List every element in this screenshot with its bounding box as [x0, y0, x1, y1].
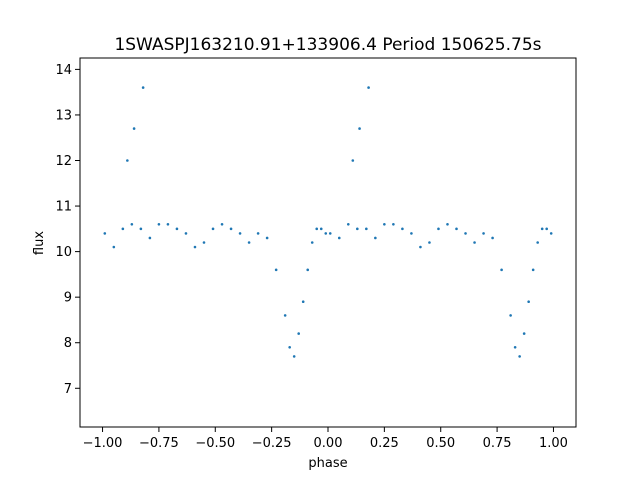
- data-point: [324, 232, 328, 235]
- data-point: [518, 355, 521, 358]
- plot-area: [79, 57, 577, 428]
- data-point: [446, 222, 449, 226]
- data-point: [132, 127, 136, 130]
- x-tick-label: 0.50: [426, 436, 455, 451]
- data-point: [351, 159, 355, 162]
- data-point: [220, 222, 224, 226]
- data-point: [121, 227, 125, 231]
- data-point: [473, 241, 476, 244]
- data-point: [527, 300, 530, 304]
- y-tick-label: 11: [55, 200, 72, 215]
- x-tick-label: −0.25: [252, 436, 292, 451]
- data-point: [315, 227, 319, 231]
- data-point: [513, 345, 517, 349]
- y-tick-label: 10: [55, 245, 72, 260]
- data-point: [130, 222, 134, 226]
- data-point: [229, 227, 233, 231]
- data-point: [288, 345, 291, 349]
- data-point: [292, 355, 296, 358]
- data-point: [157, 222, 161, 226]
- data-point: [367, 86, 370, 89]
- data-point: [540, 227, 544, 231]
- data-point: [193, 245, 197, 249]
- x-axis: −1.00 −0.75 −0.50 −0.25 0.00 0.25 0.50 0.75 1.00: [83, 427, 568, 451]
- x-tick-label: 0.25: [370, 436, 399, 451]
- data-point: [265, 236, 269, 240]
- data-point: [141, 86, 145, 89]
- data-point: [328, 232, 332, 235]
- data-point: [509, 314, 512, 317]
- data-point: [549, 232, 553, 235]
- chart-title: 1SWASPJ163210.91+133906.4 Period 150625.…: [114, 35, 541, 55]
- y-tick-label: 14: [55, 63, 72, 78]
- data-point: [346, 222, 350, 226]
- data-point: [139, 227, 143, 231]
- data-point: [166, 222, 170, 226]
- data-point: [103, 232, 107, 235]
- data-point: [358, 127, 361, 130]
- data-point: [283, 314, 287, 317]
- data-point: [112, 245, 116, 249]
- data-point: [410, 232, 413, 235]
- data-point: [310, 241, 314, 244]
- x-tick-label: −0.75: [139, 436, 179, 451]
- scatter-points: [103, 86, 553, 358]
- x-tick-label: −1.00: [83, 436, 123, 451]
- data-point: [531, 268, 535, 272]
- data-point: [401, 227, 404, 231]
- data-point: [383, 222, 386, 226]
- data-point: [301, 300, 305, 304]
- data-point: [297, 332, 300, 335]
- y-tick-label: 13: [55, 108, 72, 123]
- data-point: [184, 232, 188, 235]
- data-point: [392, 222, 395, 226]
- y-tick-label: 8: [64, 336, 72, 351]
- x-tick-label: 1.00: [539, 436, 568, 451]
- data-point: [536, 241, 539, 244]
- x-tick-label: 0.75: [483, 436, 512, 451]
- data-point: [148, 236, 152, 240]
- x-axis-label: phase: [308, 456, 347, 471]
- data-point: [500, 268, 503, 272]
- data-point: [437, 227, 440, 231]
- y-tick-label: 9: [64, 291, 72, 306]
- data-point: [455, 227, 458, 231]
- y-axis-label: flux: [32, 231, 47, 255]
- data-point: [202, 241, 206, 244]
- data-point: [247, 241, 251, 244]
- data-point: [374, 236, 377, 240]
- data-point: [256, 232, 260, 235]
- y-tick-label: 12: [55, 154, 72, 169]
- data-point: [522, 332, 526, 335]
- data-point: [545, 227, 548, 231]
- data-point: [428, 241, 431, 244]
- data-point: [337, 236, 341, 240]
- data-point: [274, 268, 278, 272]
- x-tick-label: −0.50: [195, 436, 235, 451]
- data-point: [419, 245, 422, 249]
- data-point: [175, 227, 179, 231]
- data-point: [211, 227, 215, 231]
- data-point: [491, 236, 494, 240]
- data-point: [365, 227, 368, 231]
- data-point: [319, 227, 323, 231]
- y-tick-label: 7: [64, 382, 72, 397]
- x-tick-label: 0.00: [314, 436, 343, 451]
- data-point: [238, 232, 242, 235]
- y-axis: 7 8 9 10 11 12 13 14: [55, 63, 80, 397]
- data-point: [306, 268, 310, 272]
- data-point: [482, 232, 485, 235]
- data-point: [464, 232, 467, 235]
- data-point: [126, 159, 129, 162]
- data-point: [356, 227, 359, 231]
